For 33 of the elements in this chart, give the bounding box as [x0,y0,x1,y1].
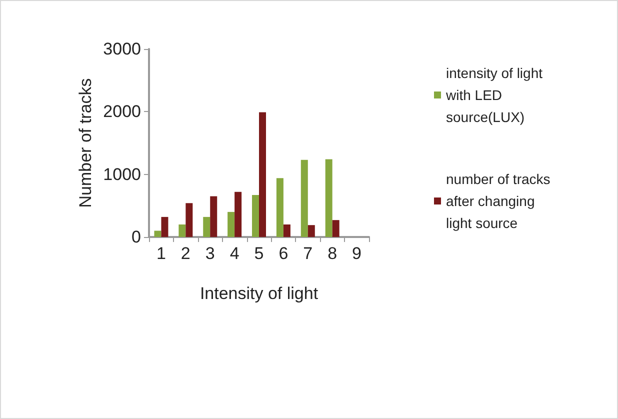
bar [210,196,218,237]
legend-label: intensity of light with LED source(LUX) [445,65,546,125]
bar [308,225,315,237]
x-tick-label: 9 [352,244,362,263]
x-tick-label: 6 [278,244,288,263]
y-tick-label: 0 [132,228,141,246]
x-tick-label: 1 [156,244,166,263]
bar [252,195,259,237]
bar [178,224,186,237]
bar [332,220,340,237]
bar [300,160,308,237]
y-tick-label: 1000 [103,164,141,184]
y-axis-title: Number of tracks [76,78,95,208]
bar [259,112,266,237]
legend-label: number of tracks after changing light source [446,171,554,231]
bar [154,230,162,237]
x-tick-label: 2 [180,244,190,263]
bar [283,224,290,237]
bar [186,203,193,237]
bar [276,178,284,237]
bar [228,212,235,237]
bar [203,216,210,237]
x-tick-label: 3 [205,244,215,263]
bar [234,192,242,237]
x-tick-label: 5 [254,244,264,263]
x-tick-label: 4 [230,244,240,263]
y-tick-label: 3000 [103,40,141,58]
x-tick-label: 8 [328,244,338,263]
x-axis-title: Intensity of light [200,284,318,303]
bar [161,216,168,237]
y-tick-label: 2000 [103,102,141,122]
x-tick-label: 7 [303,244,313,263]
bar [325,159,332,237]
